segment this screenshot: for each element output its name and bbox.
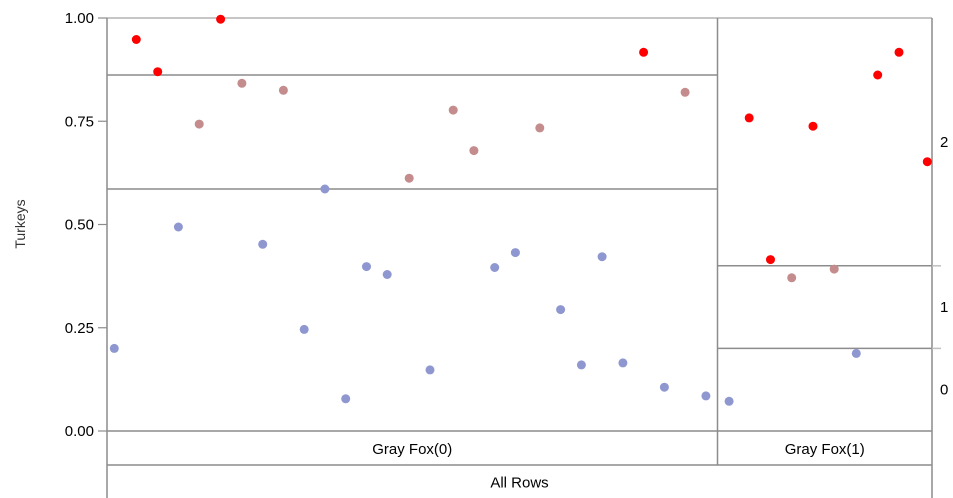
data-point-0 [576,360,586,370]
data-point-2 [766,255,775,265]
level-split-lines [107,74,932,350]
chart-frame [106,17,933,498]
right-axis-label: 1 [940,299,948,316]
data-point-1 [680,87,690,97]
y-tick-label: 0.25 [65,320,94,337]
data-point-2 [808,121,818,131]
data-point-0 [724,396,734,406]
data-point-0 [425,365,435,375]
data-point-0 [618,358,628,368]
all-rows-label: All Rows [490,475,548,492]
data-point-0 [320,184,330,194]
y-axis-title: Turkeys [12,199,28,248]
data-point-2 [131,35,141,44]
data-point-1 [194,119,204,129]
data-point-2 [639,47,649,57]
data-point-1 [469,146,479,156]
data-point-1 [237,78,247,88]
data-point-2 [894,47,904,57]
data-point-1 [535,123,545,133]
data-point-1 [404,173,414,183]
y-tick-label: 0.50 [65,217,94,234]
right-axis-label: 0 [940,382,948,399]
y-tick-label: 0.75 [65,113,94,130]
y-tick-label: 1.00 [65,10,94,27]
data-point-1 [278,85,288,95]
data-point-0 [597,252,607,262]
data-point-1 [829,264,839,274]
data-point-2 [216,14,226,24]
data-point-0 [173,222,183,232]
data-point-0 [382,270,392,279]
right-axis: 0 1 2 [932,134,948,399]
category-label: Gray Fox(0) [372,441,452,458]
y-axis: 0.00 0.25 0.50 0.75 1.00 [65,10,107,440]
data-point-0 [299,324,309,334]
data-point-1 [448,105,458,115]
data-point-2 [744,113,754,123]
category-label: Gray Fox(1) [785,441,865,458]
data-point-2 [873,70,883,80]
data-points [109,14,932,406]
data-point-0 [701,391,711,401]
data-point-0 [362,262,371,272]
right-axis-label: 2 [940,134,948,151]
data-point-0 [109,343,119,353]
data-point-1 [787,273,797,283]
data-point-0 [258,239,268,249]
data-point-0 [659,382,669,392]
category-labels: Gray Fox(0) Gray Fox(1) All Rows [372,441,865,492]
data-point-0 [556,305,566,315]
data-point-2 [922,157,932,167]
data-point-0 [490,263,500,272]
data-point-2 [153,67,163,77]
data-point-0 [510,248,520,258]
y-tick-label: 0.00 [65,423,94,440]
data-point-0 [341,394,351,404]
data-point-0 [851,348,861,358]
